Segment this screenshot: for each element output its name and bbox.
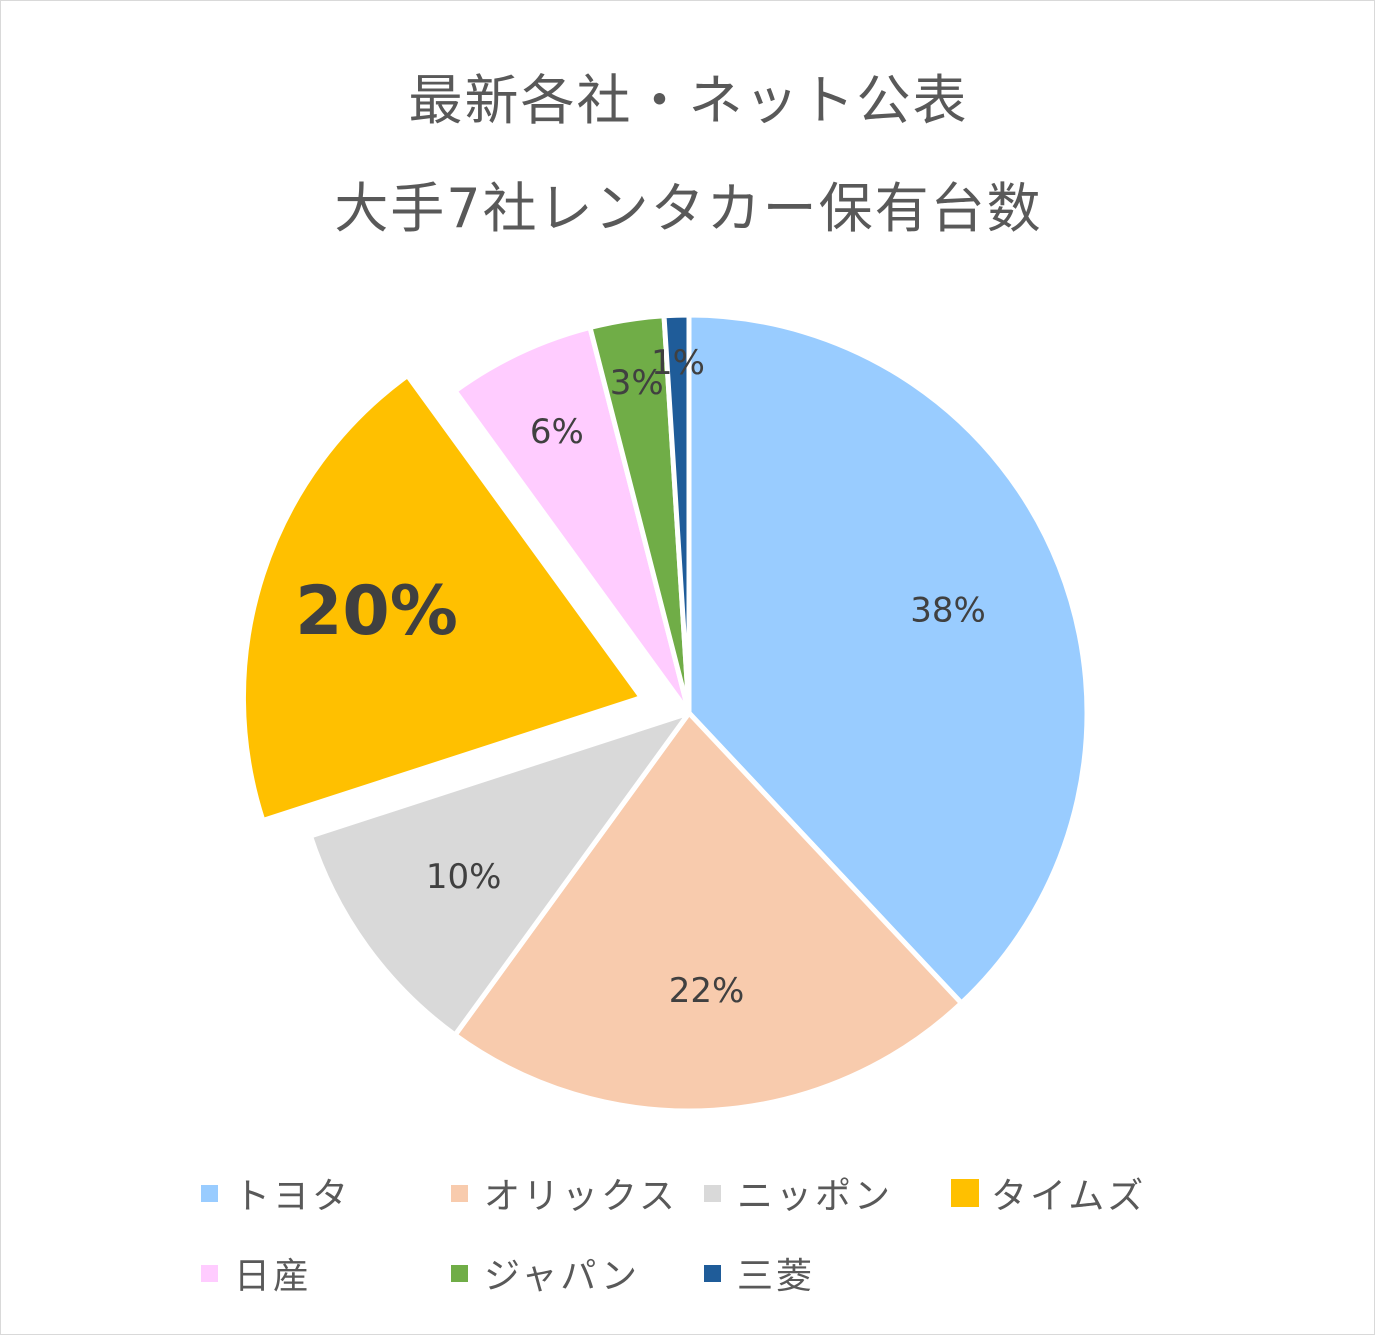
data-label: 6% xyxy=(530,412,584,452)
data-label: 10% xyxy=(426,857,502,897)
legend-item: オリックス xyxy=(451,1171,678,1215)
data-label: 1% xyxy=(651,343,705,383)
legend-label: 三菱 xyxy=(737,1247,815,1299)
data-label: 22% xyxy=(669,971,745,1011)
legend-swatch xyxy=(704,1265,721,1282)
legend-item: 三菱 xyxy=(704,1251,815,1295)
legend-swatch xyxy=(201,1185,218,1202)
legend-item: タイムズ xyxy=(951,1171,1146,1215)
legend-label: ニッポン xyxy=(737,1167,893,1219)
legend-swatch xyxy=(201,1265,218,1282)
legend-label: ジャパン xyxy=(484,1247,640,1299)
legend-swatch xyxy=(451,1185,468,1202)
legend-label: オリックス xyxy=(484,1167,678,1219)
legend-item: 日産 xyxy=(201,1251,312,1295)
legend-label: トヨタ xyxy=(234,1167,351,1219)
data-label: 38% xyxy=(910,590,986,630)
legend-item: ニッポン xyxy=(704,1171,893,1215)
legend-item: ジャパン xyxy=(451,1251,640,1295)
legend-label: 日産 xyxy=(234,1247,312,1299)
legend-item: トヨタ xyxy=(201,1171,351,1215)
legend-swatch xyxy=(451,1265,468,1282)
legend-swatch xyxy=(704,1185,721,1202)
legend-swatch xyxy=(951,1179,979,1207)
data-label: 20% xyxy=(295,572,458,651)
legend-label: タイムズ xyxy=(991,1167,1146,1219)
